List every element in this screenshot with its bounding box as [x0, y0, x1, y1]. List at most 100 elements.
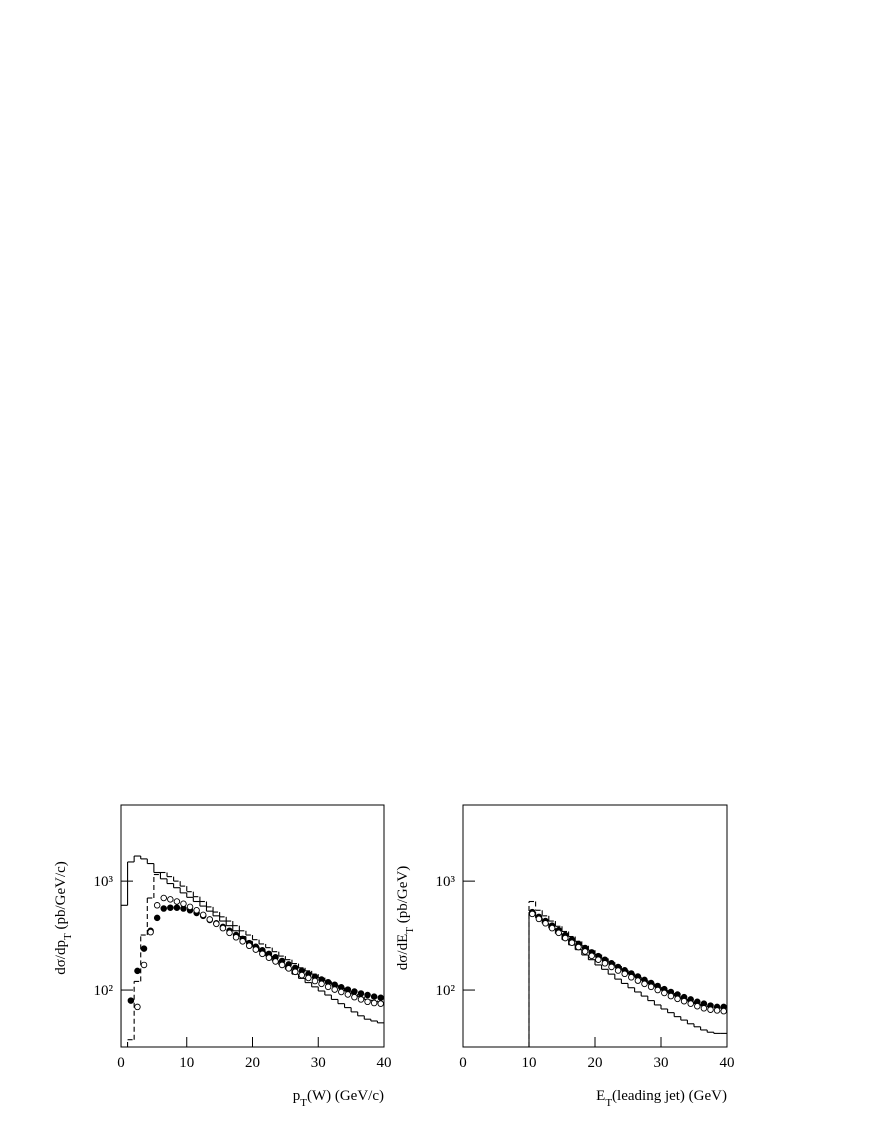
- x-tick-label: 30: [311, 1055, 326, 1071]
- data-point: [344, 991, 352, 998]
- x-tick-label: 40: [720, 1055, 735, 1071]
- x-tick-label: 30: [654, 1055, 669, 1071]
- data-point: [595, 956, 602, 963]
- data-point: [588, 952, 595, 960]
- data-point: [324, 983, 332, 991]
- x-tick-label: 10: [179, 1055, 194, 1071]
- data-point: [311, 977, 319, 985]
- data-point: [160, 894, 167, 902]
- data-point: [298, 971, 306, 979]
- data-point: [351, 993, 358, 1001]
- data-point: [239, 938, 246, 945]
- data-point: [167, 896, 174, 903]
- data-point: [634, 977, 642, 984]
- data-point: [555, 929, 562, 937]
- data-point: [285, 965, 292, 972]
- y-label-part: (pb/GeV): [395, 866, 411, 927]
- x-tick-label: 20: [588, 1055, 603, 1071]
- data-point: [364, 991, 371, 999]
- plot-frame: [462, 804, 728, 1048]
- y-axis-label: dσ/dpT (pb/GeV/c): [53, 861, 74, 975]
- data-point: [720, 1007, 727, 1015]
- y-axis-label: dσ/dET (pb/GeV): [395, 866, 416, 970]
- data-point: [318, 980, 325, 988]
- data-point: [213, 920, 220, 928]
- data-point: [357, 996, 365, 1003]
- data-point: [535, 915, 543, 923]
- x-tick-label: 0: [117, 1055, 125, 1071]
- data-point: [377, 1000, 384, 1007]
- plot-frame: [120, 804, 385, 1048]
- data-point: [226, 929, 233, 937]
- data-point: [562, 934, 569, 942]
- x-label-part: T: [605, 1097, 612, 1109]
- data-point: [641, 980, 648, 988]
- data-point: [193, 907, 200, 914]
- data-point: [140, 961, 148, 969]
- data-point: [331, 986, 338, 993]
- y-tick-label: 10³: [94, 874, 114, 890]
- plot-area: [528, 900, 727, 1047]
- data-point: [364, 998, 371, 1006]
- data-point: [134, 967, 141, 975]
- data-point: [377, 994, 384, 1001]
- data-point: [542, 920, 549, 927]
- x-axis-label: pT(W) (GeV/c): [293, 1088, 384, 1109]
- data-point: [529, 910, 536, 918]
- data-point: [219, 924, 227, 932]
- data-point: [173, 904, 181, 911]
- y-label-part: (pb/GeV/c): [53, 861, 69, 933]
- y-label-part: dσ/dp: [53, 940, 69, 975]
- x-label-part: (W) (GeV/c): [307, 1088, 384, 1104]
- data-point: [661, 989, 668, 997]
- data-point: [232, 934, 240, 941]
- data-point: [707, 1006, 714, 1013]
- data-point: [654, 986, 661, 994]
- data-point: [687, 1000, 694, 1007]
- data-point: [186, 903, 194, 911]
- data-point: [700, 1005, 708, 1012]
- data-point: [351, 988, 358, 995]
- data-point: [548, 924, 556, 932]
- data-point: [338, 988, 345, 996]
- data-point: [667, 992, 675, 1000]
- y-tick-label: 10²: [94, 983, 114, 999]
- data-point: [601, 960, 609, 967]
- x-axis-label: ET(leading jet) (GeV): [596, 1088, 727, 1109]
- data-point: [621, 970, 628, 978]
- data-point: [581, 948, 589, 955]
- data-point: [265, 954, 273, 961]
- x-label-part: T: [300, 1097, 307, 1109]
- data-point: [245, 942, 253, 950]
- data-point: [694, 1002, 701, 1010]
- data-point: [713, 1007, 721, 1014]
- data-point: [370, 993, 378, 1000]
- data-point: [160, 905, 167, 912]
- x-tick-label: 10: [522, 1055, 537, 1071]
- data-point: [370, 999, 378, 1007]
- data-point: [674, 995, 681, 1003]
- data-point: [173, 898, 181, 905]
- data-point: [134, 1003, 141, 1011]
- x-label-part: (leading jet) (GeV): [612, 1088, 727, 1104]
- data-point: [608, 963, 615, 971]
- data-point: [140, 945, 148, 952]
- data-point: [575, 943, 582, 951]
- data-point: [357, 990, 365, 997]
- data-point: [278, 961, 286, 969]
- data-point: [568, 939, 576, 946]
- data-point: [153, 914, 161, 922]
- y-tick-label: 10³: [436, 874, 456, 890]
- data-point: [680, 997, 688, 1005]
- data-point: [199, 911, 207, 919]
- y-tick-label: 10²: [436, 983, 456, 999]
- data-point: [167, 904, 174, 911]
- x-tick-label: 20: [245, 1055, 260, 1071]
- data-point: [252, 946, 260, 953]
- x-label-part: p: [293, 1088, 301, 1104]
- data-point: [291, 968, 299, 976]
- y-label-part: dσ/dE: [395, 934, 411, 970]
